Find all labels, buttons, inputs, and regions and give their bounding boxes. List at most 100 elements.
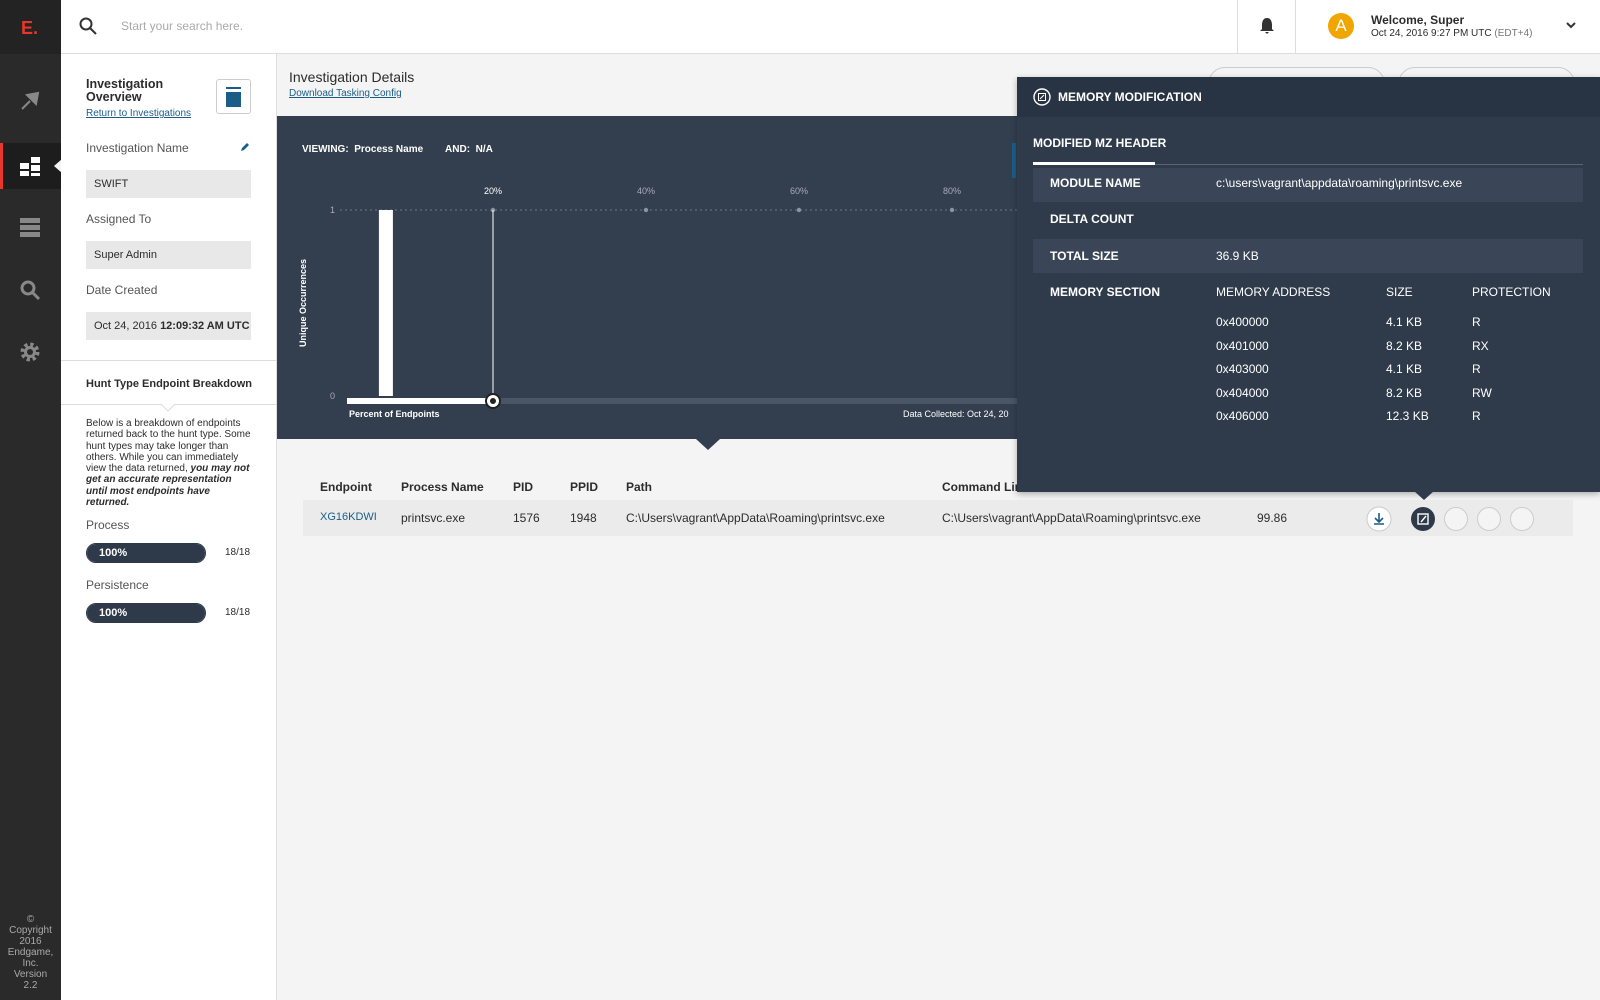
x-tick-label: 80% — [943, 186, 961, 196]
section-cell: 0x404000 — [1216, 385, 1269, 400]
date-value: Oct 24, 2016 — [94, 320, 157, 332]
bar — [378, 210, 393, 396]
download-action[interactable] — [1366, 506, 1392, 532]
table-row[interactable]: XG16KDWI printsvc.exe 1576 1948 C:\Users\vag… — [303, 500, 1573, 536]
progress-label: Process — [86, 518, 130, 532]
row-action[interactable] — [1477, 507, 1501, 531]
user-menu[interactable] — [1565, 21, 1577, 31]
nav-dashboard[interactable] — [18, 89, 42, 113]
divider — [1295, 0, 1296, 53]
field-value: Oct 24, 2016 12:09:32 AM UTC — [86, 312, 251, 340]
top-bar: Start your search here. A Welcome, Super… — [61, 0, 1600, 54]
panel-pointer — [696, 439, 720, 450]
section-cell: 4.1 KB — [1386, 362, 1423, 376]
copyright-line: 2016 — [19, 936, 42, 947]
return-link[interactable]: Return to Investigations — [86, 108, 192, 119]
copyright-line: Version — [13, 969, 48, 980]
copyright-line: 2.2 — [23, 980, 38, 991]
progress-fill: 100% — [87, 544, 205, 562]
section-cell: RX — [1472, 338, 1489, 353]
nav-active[interactable] — [0, 143, 61, 189]
popup-header — [1017, 77, 1600, 117]
section-column: PROTECTION — [1472, 285, 1551, 299]
section-column: MEMORY ADDRESS — [1216, 285, 1331, 299]
nav-pointer — [54, 159, 62, 173]
copyright-line: Copyright — [9, 925, 52, 936]
y-tick-label: 1 — [330, 205, 335, 215]
slider-track — [347, 398, 1037, 404]
progress-count: 18/18 — [225, 547, 251, 558]
section-cell: 0x406000 — [1216, 409, 1269, 423]
row-action[interactable] — [1510, 507, 1534, 531]
cell: C:\Users\vagrant\AppData\Roaming\printsv… — [626, 511, 885, 525]
row-label: MEMORY SECTION — [1050, 285, 1161, 299]
popup-tab[interactable]: MODIFIED MZ HEADER — [1033, 136, 1167, 150]
popup-title: MEMORY MODIFICATION — [1058, 90, 1202, 104]
column-header: PPID — [570, 480, 599, 494]
nav-settings[interactable] — [18, 340, 42, 364]
progress-bar: 100% — [86, 603, 206, 623]
divider — [61, 360, 276, 361]
field-value: Super Admin — [86, 241, 251, 269]
memory-popup: MEMORY MODIFICATION MODIFIED MZ HEADER M… — [1017, 77, 1600, 492]
row-label: DELTA COUNT — [1050, 212, 1134, 226]
progress-value: 100% — [99, 547, 128, 559]
notifications[interactable] — [1259, 17, 1275, 35]
x-tick-label: 40% — [637, 186, 655, 196]
section-cell: 0x400000 — [1216, 315, 1269, 329]
nav-investigations[interactable] — [18, 154, 42, 178]
logo-box — [0, 0, 61, 54]
and-value: N/A — [475, 144, 493, 155]
field-label: Date Created — [86, 283, 158, 297]
x-axis-label: Percent of Endpoints — [349, 409, 440, 419]
row-label: TOTAL SIZE — [1050, 249, 1119, 263]
progress-label: Persistence — [86, 578, 149, 592]
table-header: Endpoint Process Name PID PPID Path Command L… — [303, 474, 1573, 500]
avatar[interactable]: A — [1328, 13, 1354, 39]
field-value: SWIFT — [86, 170, 251, 198]
x-tick-label: 60% — [790, 186, 808, 196]
slider-range — [347, 398, 493, 404]
progress-bar: 100% — [86, 543, 206, 563]
copyright-line: © — [26, 914, 35, 925]
details-title: Investigation Details — [289, 69, 415, 85]
section-cell: 0x401000 — [1216, 338, 1269, 353]
description-emphasis: you may not get an accurate representati… — [86, 463, 250, 509]
archive-button[interactable] — [216, 79, 251, 114]
copyright-line: Endgame, — [7, 947, 54, 958]
copyright: © Copyright 2016 Endgame, Inc. Version 2… — [0, 914, 61, 991]
copyright-line: Inc. — [22, 958, 39, 969]
section-cell: R — [1472, 409, 1481, 423]
y-axis-label: Unique Occurrences — [298, 259, 308, 347]
nav-data[interactable] — [18, 215, 42, 239]
download-link[interactable]: Download Tasking Config — [289, 88, 402, 99]
row-action[interactable] — [1444, 507, 1468, 531]
divider — [1237, 0, 1238, 53]
chart-panel: VIEWING: Process Name AND: N/A 0 1 20% 40% 6… — [277, 116, 1037, 439]
nav-search[interactable] — [18, 278, 42, 302]
x-tick-dot — [643, 207, 649, 213]
popup-row — [1033, 168, 1583, 202]
x-tick-dot — [949, 207, 955, 213]
time-value: 12:09:32 AM UTC — [160, 320, 250, 332]
section-cell: R — [1472, 315, 1481, 329]
slider-handle-dot — [490, 398, 496, 404]
progress-count: 18/18 — [225, 607, 251, 618]
progress-value: 100% — [99, 607, 128, 619]
timezone: (EDT+4) — [1494, 28, 1533, 39]
search-input[interactable]: Start your search here. — [121, 19, 244, 33]
cell: printsvc.exe — [401, 511, 466, 525]
popup-icon — [1033, 88, 1051, 106]
memory-action[interactable] — [1410, 506, 1436, 532]
edit-icon[interactable] — [240, 142, 250, 152]
datetime-value: Oct 24, 2016 9:27 PM UTC — [1371, 28, 1492, 39]
cell: 1948 — [570, 511, 597, 525]
logo[interactable]: E. — [21, 18, 39, 38]
row-value: c:\users\vagrant\appdata\roaming\printsv… — [1216, 176, 1463, 190]
breakdown-description: Below is a breakdown of endpoints return… — [86, 418, 253, 508]
tab-underline — [1033, 162, 1155, 165]
cell[interactable]: XG16KDWI — [320, 511, 377, 523]
archive-icon — [226, 89, 241, 107]
section-column: SIZE — [1386, 285, 1413, 299]
